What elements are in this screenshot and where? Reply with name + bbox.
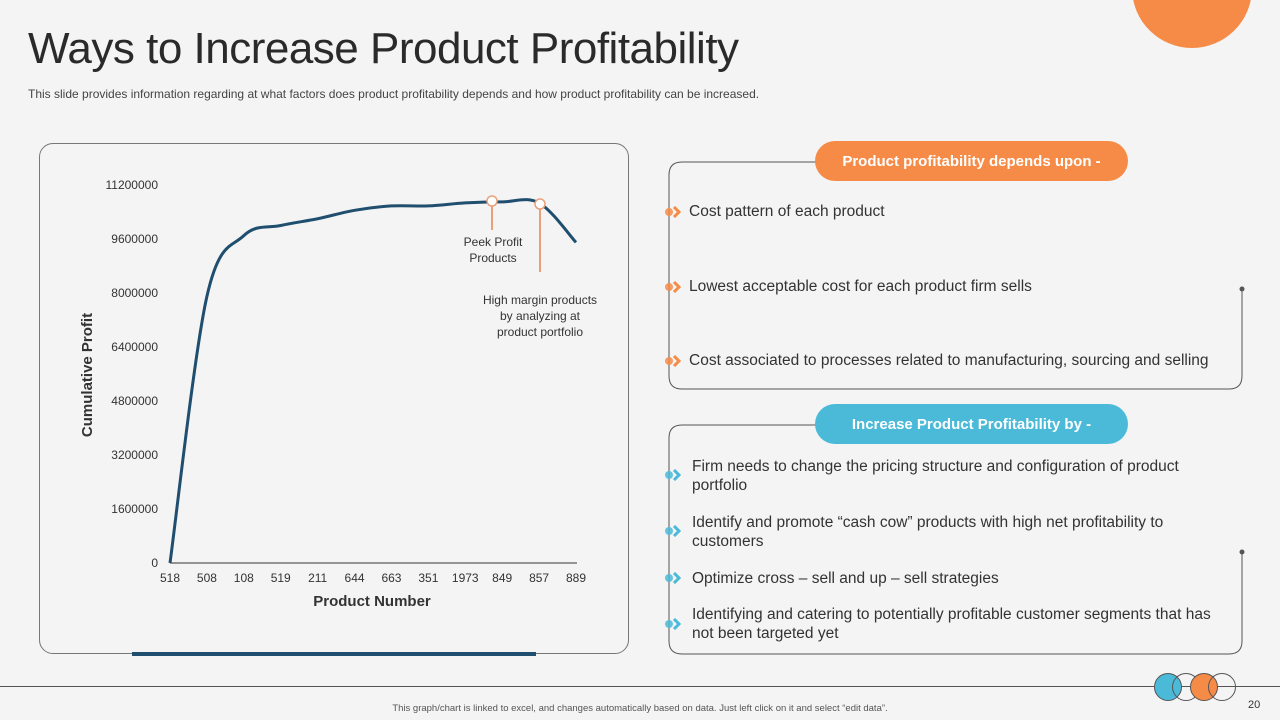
footer-note: This graph/chart is linked to excel, and… <box>392 703 888 714</box>
page-number: 20 <box>1248 699 1261 711</box>
x-tick-label: 1973 <box>452 571 479 585</box>
x-tick-label: 351 <box>418 571 438 585</box>
x-tick-label: 519 <box>271 571 291 585</box>
increase-heading: Increase Product Profitability by - <box>815 404 1128 444</box>
annotation-text: Products <box>469 251 516 265</box>
x-tick-label: 108 <box>234 571 254 585</box>
chart-underline <box>132 652 536 656</box>
x-axis-label: Product Number <box>313 593 431 610</box>
y-tick-label: 3200000 <box>111 448 158 462</box>
profit-chart[interactable]: 0 1600000 3200000 4800000 6400000 8000000 9600… <box>0 0 640 660</box>
depends-item: Cost associated to processes related to … <box>689 352 1209 369</box>
increase-item: Identifying and catering to potentially … <box>692 606 1211 642</box>
annotation-marker <box>486 195 498 207</box>
y-tick-label: 0 <box>151 556 158 570</box>
annotation-text: product portfolio <box>497 325 583 339</box>
depends-item: Cost pattern of each product <box>689 203 885 220</box>
depends-heading: Product profitability depends upon - <box>815 141 1128 181</box>
chevron-bullet-icon <box>665 572 682 584</box>
annotation-text: Peek Profit <box>464 235 523 249</box>
increase-item: Optimize cross – sell and up – sell stra… <box>692 570 999 587</box>
x-tick-label: 857 <box>529 571 549 585</box>
chevron-bullet-icon <box>665 469 682 481</box>
chevron-bullet-icon <box>665 525 682 537</box>
y-tick-label: 9600000 <box>111 232 158 246</box>
x-tick-label: 849 <box>492 571 512 585</box>
x-tick-label: 211 <box>308 571 327 585</box>
annotation-text: by analyzing at <box>500 309 581 323</box>
y-axis-label: Cumulative Profit <box>79 313 96 437</box>
chevron-bullet-icon <box>665 281 682 293</box>
depends-item: Lowest acceptable cost for each product … <box>689 278 1032 295</box>
deco-ring <box>1208 673 1236 701</box>
series-line <box>168 198 578 564</box>
x-tick-label: 518 <box>160 571 180 585</box>
x-tick-label: 508 <box>197 571 217 585</box>
panel-borders <box>668 161 1245 655</box>
annotation-text: High margin products <box>483 293 597 307</box>
chevron-bullet-icon <box>665 618 682 630</box>
increase-item: Identify and promote “cash cow” products… <box>692 514 1164 550</box>
y-tick-label: 8000000 <box>111 286 158 300</box>
y-tick-label: 11200000 <box>106 178 159 192</box>
footer-divider <box>0 686 1280 687</box>
decorative-circle <box>1132 0 1252 48</box>
chevron-bullet-icon <box>665 355 682 367</box>
annotation-marker <box>534 198 546 210</box>
x-tick-label: 644 <box>345 571 365 585</box>
y-tick-label: 1600000 <box>111 502 158 516</box>
page-subtitle: This slide provides information regardin… <box>28 87 760 101</box>
x-tick-label: 889 <box>566 571 586 585</box>
increase-item: Firm needs to change the pricing structu… <box>692 458 1179 494</box>
x-tick-label: 663 <box>381 571 401 585</box>
page-title: Ways to Increase Product Profitability <box>28 24 739 73</box>
chevron-bullet-icon <box>665 206 682 218</box>
y-tick-label: 4800000 <box>111 394 158 408</box>
y-tick-label: 6400000 <box>111 340 158 354</box>
